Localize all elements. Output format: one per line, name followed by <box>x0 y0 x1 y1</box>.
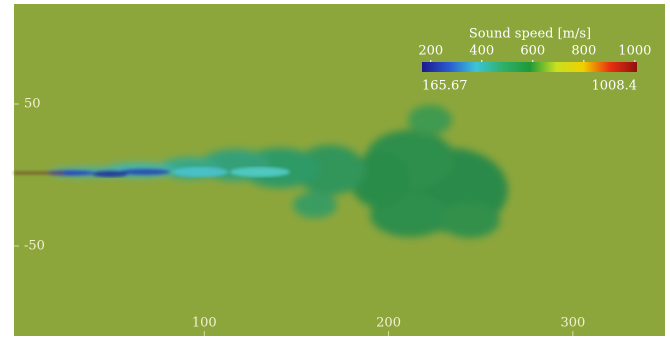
colorbar-tick-label: 1000 <box>618 44 651 59</box>
colorbar-gradient <box>422 62 637 72</box>
y-tick-label: -50 <box>24 239 45 254</box>
x-tick-label: 300 <box>560 316 585 331</box>
colorbar-tick-label: 600 <box>520 44 545 59</box>
colorbar-max: 1008.4 <box>592 79 638 94</box>
x-tick-label: 100 <box>192 316 217 331</box>
colorbar-title: Sound speed [m/s] <box>469 27 591 42</box>
colorbar-tick-label: 200 <box>418 44 443 59</box>
colorbar-tick-label: 800 <box>571 44 596 59</box>
y-tick-label: 50 <box>24 97 41 112</box>
plume-core <box>14 167 290 177</box>
colorbar-min: 165.67 <box>422 79 468 94</box>
x-tick-label: 200 <box>376 316 401 331</box>
colorbar: Sound speed [m/s] 165.67 1008.4 200 400 60… <box>418 27 651 94</box>
colorbar-tick-label: 400 <box>469 44 494 59</box>
